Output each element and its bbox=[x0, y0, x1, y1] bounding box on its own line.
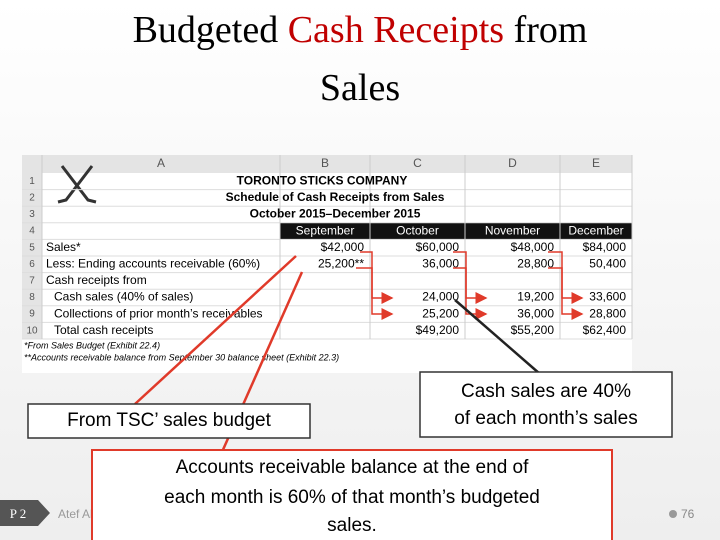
row-label: Cash sales (40% of sales) bbox=[54, 290, 193, 304]
cell-value: 28,800 bbox=[589, 306, 626, 320]
page-number: 76 bbox=[681, 507, 695, 521]
row-number: 8 bbox=[29, 292, 35, 303]
month-band bbox=[280, 222, 632, 240]
callout-text: of each month’s sales bbox=[454, 408, 637, 429]
company-name: TORONTO STICKS COMPANY bbox=[237, 173, 408, 187]
cell-value: 25,200 bbox=[422, 306, 459, 320]
cell-value: $55,200 bbox=[511, 323, 555, 337]
cell-value: 36,000 bbox=[517, 306, 554, 320]
cell-value: $60,000 bbox=[416, 240, 460, 254]
row-label: Sales* bbox=[46, 240, 81, 254]
row-number: 7 bbox=[29, 276, 35, 287]
month-header: November bbox=[485, 223, 540, 237]
callout-box bbox=[27, 403, 311, 439]
title-highlight: Cash Receipts bbox=[288, 9, 504, 51]
cell-value: $84,000 bbox=[583, 240, 627, 254]
column-header: D bbox=[508, 156, 517, 170]
callout-box bbox=[419, 371, 673, 438]
footnote: *From Sales Budget (Exhibit 22.4) bbox=[24, 340, 160, 350]
period: October 2015–December 2015 bbox=[250, 207, 421, 221]
callout-text: Accounts receivable balance at the end o… bbox=[176, 457, 530, 478]
cell-value: 33,600 bbox=[589, 290, 626, 304]
schedule-name: Schedule of Cash Receipts from Sales bbox=[226, 190, 445, 204]
column-header-bar bbox=[22, 155, 632, 173]
cell-value: 36,000 bbox=[422, 256, 459, 270]
month-header: December bbox=[568, 223, 623, 237]
footnote: **Accounts receivable balance from Septe… bbox=[24, 352, 339, 362]
callout-text: sales. bbox=[327, 515, 377, 536]
row-label: Less: Ending accounts receivable (60%) bbox=[46, 256, 260, 270]
spreadsheet: A B C D E 1 2 3 4 5 6 7 8 9 10 TORONTO STICKS COMPANY Sc… bbox=[22, 155, 633, 373]
column-header: A bbox=[157, 156, 165, 170]
cell-value: $48,000 bbox=[511, 240, 555, 254]
section-label: P 2 bbox=[10, 506, 27, 521]
callout-text: Cash sales are 40% bbox=[461, 381, 631, 402]
row-number: 1 bbox=[29, 176, 35, 187]
cell-value: $49,200 bbox=[416, 323, 460, 337]
cell-value: $42,000 bbox=[321, 240, 365, 254]
cell-value: 24,000 bbox=[422, 290, 459, 304]
page-dot bbox=[669, 510, 677, 518]
column-header: C bbox=[413, 156, 422, 170]
cell-value: 50,400 bbox=[589, 256, 626, 270]
hockey-sticks bbox=[57, 165, 97, 204]
row-label: Collections of prior month’s receivables bbox=[54, 306, 263, 320]
row-label: Total cash receipts bbox=[54, 323, 153, 337]
row-number: 5 bbox=[29, 242, 35, 253]
row-number: 10 bbox=[26, 325, 38, 336]
cell-value: 19,200 bbox=[517, 290, 554, 304]
title-text: Budgeted bbox=[133, 9, 279, 51]
cell-value: 25,200** bbox=[318, 256, 364, 270]
sheet-bg bbox=[22, 155, 632, 373]
row-number: 3 bbox=[29, 209, 35, 220]
title-text: from bbox=[514, 9, 588, 51]
row-number: 4 bbox=[29, 226, 35, 237]
cell-value: $62,400 bbox=[583, 323, 627, 337]
callout-text: each month is 60% of that month’s budget… bbox=[164, 487, 540, 508]
row-label: Cash receipts from bbox=[46, 273, 147, 287]
callout-box bbox=[91, 449, 613, 540]
flow-arrows bbox=[356, 251, 584, 320]
column-header: E bbox=[592, 156, 600, 170]
row-number: 6 bbox=[29, 259, 35, 270]
title: Budgeted Cash Receipts from bbox=[133, 9, 588, 51]
callout-text: From TSC’ sales budget bbox=[67, 410, 272, 431]
title-line: Sales bbox=[320, 67, 400, 109]
section-tag bbox=[0, 500, 50, 526]
month-header: October bbox=[396, 223, 439, 237]
cell-value: 28,800 bbox=[517, 256, 554, 270]
row-header-bar bbox=[22, 155, 42, 339]
row-number: 2 bbox=[29, 193, 35, 204]
row-number: 9 bbox=[29, 309, 35, 320]
month-header: September bbox=[296, 223, 355, 237]
column-header: B bbox=[321, 156, 329, 170]
